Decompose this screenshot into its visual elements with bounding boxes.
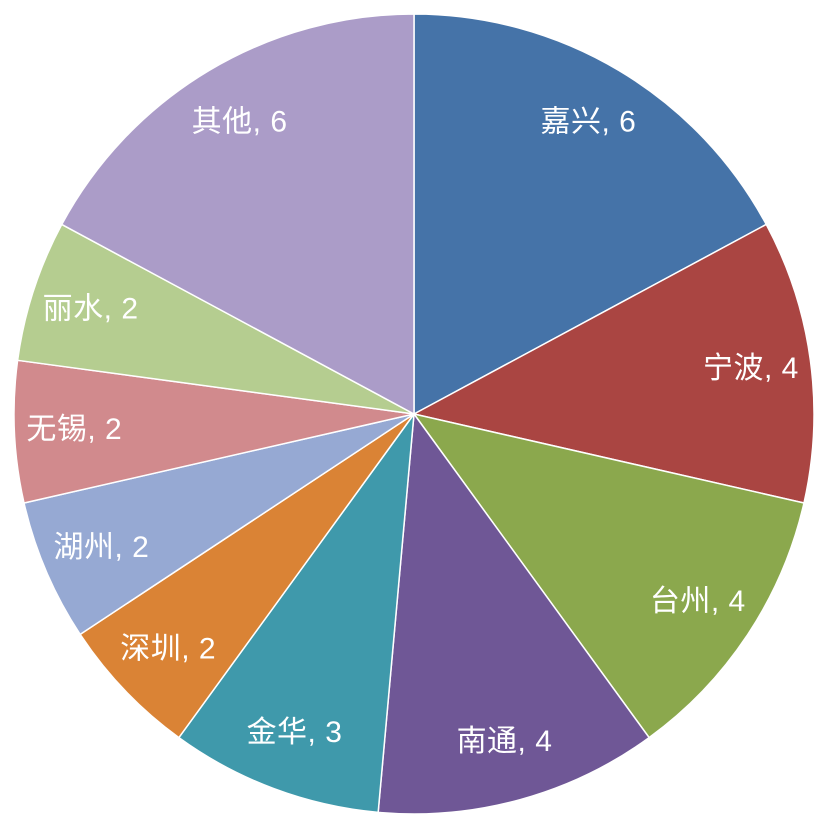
- pie-slice-label-6: 深圳, 2: [120, 633, 216, 666]
- pie-slice-5: [178, 413, 415, 814]
- pie-slice-1: [413, 13, 767, 415]
- pie-slice-label-4: 南通, 4: [457, 725, 553, 758]
- pie-slice-label-2: 宁波, 4: [703, 352, 799, 385]
- pie-slice-8: [13, 359, 415, 504]
- pie-slice-label-9: 丽水, 2: [43, 292, 139, 325]
- pie-slice-label-8: 无锡, 2: [26, 413, 122, 446]
- pie-slice-3: [413, 413, 805, 739]
- pie-slice-label-10: 其他, 6: [192, 106, 288, 139]
- pie-slice-2: [413, 223, 815, 504]
- pie-slice-6: [79, 413, 415, 739]
- pie-slice-9: [16, 223, 415, 415]
- pie-slice-label-7: 湖州, 2: [53, 531, 149, 564]
- pie-slice-label-3: 台州, 4: [650, 585, 746, 618]
- pie-slice-10: [61, 13, 415, 415]
- pie-slice-label-1: 嘉兴, 6: [540, 106, 636, 139]
- pie-slice-7: [23, 413, 415, 636]
- pie-slice-label-5: 金华, 3: [247, 716, 343, 749]
- pie-slice-4: [377, 413, 650, 815]
